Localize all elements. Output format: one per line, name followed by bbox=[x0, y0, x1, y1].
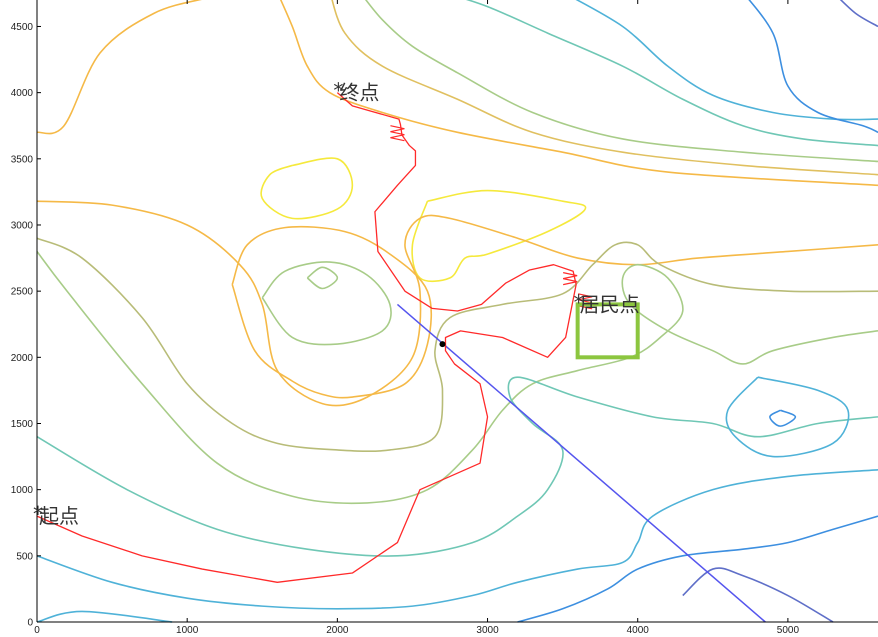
y-tick-label-4500: 4500 bbox=[11, 22, 34, 33]
residential-area-box bbox=[575, 302, 640, 360]
contour-line-7 bbox=[748, 0, 878, 134]
x-tick-label-5000: 5000 bbox=[777, 625, 800, 636]
contour-line-23 bbox=[36, 610, 173, 623]
contour-line-1 bbox=[36, 0, 202, 135]
reference-line bbox=[396, 303, 766, 623]
contour-line-5 bbox=[466, 0, 878, 147]
contour-line-6 bbox=[575, 0, 878, 121]
contour-line-21 bbox=[517, 515, 878, 623]
contour-line-11 bbox=[36, 200, 878, 407]
contour-line-17 bbox=[36, 376, 878, 557]
annotation-marker-3: * bbox=[574, 290, 584, 314]
y-tick-label-3500: 3500 bbox=[11, 154, 34, 165]
contour-line-20 bbox=[769, 409, 797, 427]
contour-line-4 bbox=[364, 0, 878, 163]
contour-line-3 bbox=[331, 0, 878, 176]
residential-area bbox=[575, 302, 640, 360]
x-tick-label-2000: 2000 bbox=[326, 625, 349, 636]
y-tick-label-500: 500 bbox=[16, 551, 33, 562]
contour-line-19 bbox=[725, 376, 850, 458]
annotation-label-2: 终点 bbox=[339, 81, 379, 105]
contour-line-9 bbox=[260, 157, 354, 220]
y-tick-label-1500: 1500 bbox=[11, 419, 34, 430]
route-polyline bbox=[36, 92, 577, 583]
annotation-label-1: 起点 bbox=[39, 504, 79, 528]
reference-line-segment bbox=[396, 303, 766, 623]
contour-line-13 bbox=[36, 237, 878, 453]
axes: 0 1000 2000 3000 4000 5000 0 500 1000 1500 2000 250… bbox=[11, 0, 878, 636]
x-tick-label-0: 0 bbox=[34, 625, 40, 636]
annotation-marker-2: * bbox=[333, 79, 343, 103]
contour-line-12 bbox=[231, 225, 433, 399]
contour-line-10 bbox=[411, 189, 587, 283]
contour-line-8 bbox=[839, 0, 878, 28]
contour-line-22 bbox=[682, 567, 834, 623]
route-zigzag-1 bbox=[390, 125, 405, 142]
route-path bbox=[36, 92, 593, 583]
waypoint-marker bbox=[439, 341, 446, 348]
contour-line-14 bbox=[261, 261, 392, 346]
y-tick-label-0: 0 bbox=[27, 618, 33, 629]
contour-line-18 bbox=[36, 469, 878, 610]
y-tick-label-3000: 3000 bbox=[11, 220, 34, 231]
contour-line-2 bbox=[279, 0, 878, 187]
x-tick-label-4000: 4000 bbox=[627, 625, 650, 636]
annotation-marker-1: * bbox=[33, 502, 43, 526]
y-tick-label-4000: 4000 bbox=[11, 88, 34, 99]
x-tick-label-3000: 3000 bbox=[476, 625, 499, 636]
annotation-label-3: 居民点 bbox=[580, 292, 640, 316]
route-zigzag-2 bbox=[563, 272, 578, 286]
contour-line-15 bbox=[306, 266, 339, 290]
x-tick-label-1000: 1000 bbox=[176, 625, 199, 636]
annotations: *起点*终点*居民点 bbox=[33, 79, 640, 528]
y-tick-label-2500: 2500 bbox=[11, 287, 34, 298]
y-tick-label-1000: 1000 bbox=[11, 485, 34, 496]
y-tick-label-2000: 2000 bbox=[11, 353, 34, 364]
